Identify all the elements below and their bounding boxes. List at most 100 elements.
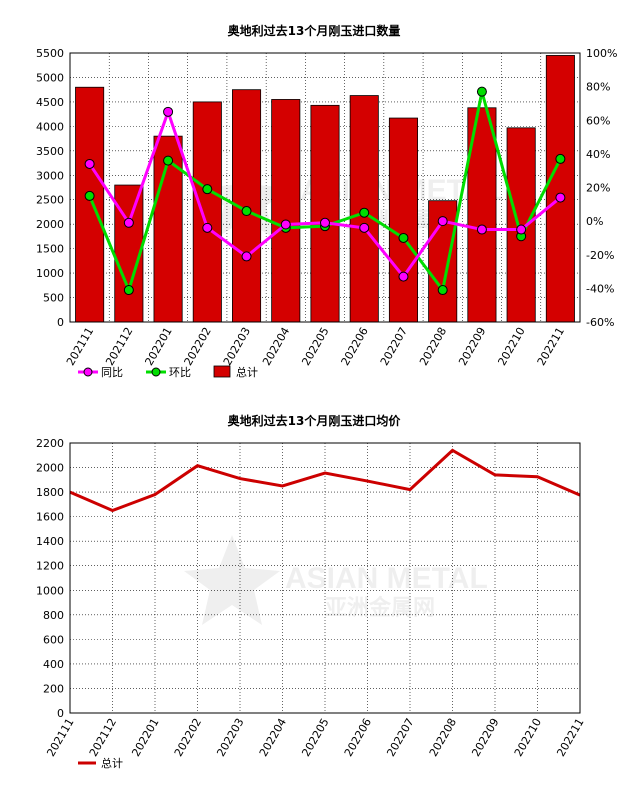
- legend-label: 同比: [101, 366, 123, 379]
- x-tick-label: 202206: [339, 325, 371, 368]
- x-tick-label: 202112: [87, 716, 119, 759]
- bar: [192, 101, 222, 323]
- y2-tick-label: 60%: [586, 114, 610, 127]
- series-line: [69, 448, 581, 513]
- y2-tick-label: -40%: [586, 282, 614, 295]
- watermark-logo: AM: [221, 576, 241, 591]
- y-tick-label: 200: [43, 682, 64, 695]
- x-tick-label: 202206: [342, 716, 374, 759]
- y-tick-label: 500: [43, 292, 64, 305]
- chart-title: 奥地利过去13个月刚玉进口均价: [228, 413, 402, 428]
- series-point: [202, 222, 213, 233]
- y-tick-label: 5000: [36, 71, 64, 84]
- series-point: [123, 285, 134, 296]
- plot-frame: [69, 442, 581, 714]
- series-point: [516, 224, 527, 235]
- bar: [545, 55, 575, 323]
- x-tick-label: 202205: [299, 716, 331, 759]
- series-point: [555, 192, 566, 203]
- series-point: [123, 217, 134, 228]
- watermark: AM ASIAN METAL 亚洲金属网: [184, 535, 488, 625]
- bar: [388, 117, 418, 323]
- y-tick-label: 2000: [36, 462, 64, 475]
- grid: [70, 442, 580, 714]
- legend-label: 总计: [101, 756, 123, 770]
- line-series: [69, 448, 581, 513]
- series-point: [163, 106, 174, 117]
- y-tick-label: 400: [43, 658, 64, 671]
- watermark-star-icon: [184, 535, 280, 625]
- watermark-brand: ASIAN METAL: [285, 562, 488, 595]
- series-point: [241, 206, 252, 217]
- y2-tick-label: 20%: [586, 182, 610, 195]
- axes: 0 200 400 600 800 1000 1200 1400 1600 1800 2000 220…: [36, 437, 587, 759]
- y-tick-label: 1000: [36, 267, 64, 280]
- y-tick-label: 4500: [36, 96, 64, 109]
- y-tick-label: 600: [43, 633, 64, 646]
- legend: 总计: [78, 756, 123, 770]
- quantity-chart: ASIAN METAL 亚洲金属网 奥地利过去13个月刚玉进口数量 050010…: [36, 23, 617, 379]
- series-point: [359, 222, 370, 233]
- series-point: [84, 190, 95, 201]
- series-point: [476, 86, 487, 97]
- x-tick-label: 202111: [64, 325, 96, 368]
- x-tick-label: 202207: [384, 716, 416, 759]
- y-tick-label: 2500: [36, 194, 64, 207]
- series-point: [163, 155, 174, 166]
- y-tick-label: 1800: [36, 486, 64, 499]
- legend-label: 总计: [236, 365, 258, 379]
- x-tick-label: 202201: [142, 325, 174, 368]
- y-tick-label: 4000: [36, 120, 64, 133]
- x-tick-label: 202208: [417, 325, 449, 368]
- x-tick-label: 202208: [427, 716, 459, 759]
- y-tick-label: 1500: [36, 243, 64, 256]
- series-point: [202, 184, 213, 195]
- series-point: [555, 153, 566, 164]
- x-tick-label: 202211: [554, 716, 586, 759]
- watermark-brand-cn: 亚洲金属网: [325, 595, 435, 620]
- series-point: [476, 224, 487, 235]
- bar: [271, 99, 301, 323]
- legend: 同比 环比 总计: [78, 365, 258, 379]
- x-tick-label: 202204: [257, 716, 289, 759]
- x-tick-label: 202203: [214, 716, 246, 759]
- series-point: [320, 217, 330, 228]
- y-tick-label: 1600: [36, 511, 64, 524]
- y-tick-label: 3000: [36, 169, 64, 182]
- x-tick-label: 202205: [299, 325, 331, 368]
- x-tick-label: 202112: [103, 325, 135, 368]
- y-tick-label: 0: [57, 316, 64, 329]
- legend-marker: [151, 367, 161, 377]
- x-tick-label: 202202: [172, 716, 204, 759]
- x-tick-label: 202203: [221, 325, 253, 368]
- y2-tick-label: -20%: [586, 249, 614, 262]
- series-point: [437, 216, 448, 227]
- y2-tick-label: 80%: [586, 81, 610, 94]
- series-point: [280, 219, 291, 230]
- y-tick-label: 2000: [36, 218, 64, 231]
- y-tick-label: 2200: [36, 437, 64, 450]
- x-tick-label: 202210: [512, 716, 544, 759]
- x-tick-label: 202202: [182, 325, 214, 368]
- x-tick-label: 202211: [535, 325, 567, 368]
- y2-tick-label: 100%: [586, 47, 617, 60]
- line-series: [84, 86, 566, 296]
- chart-title: 奥地利过去13个月刚玉进口数量: [228, 23, 401, 38]
- x-tick-label: 202201: [129, 716, 161, 759]
- y2-tick-label: 0%: [586, 215, 603, 228]
- series-point: [398, 271, 409, 282]
- series-point: [84, 158, 95, 169]
- y-tick-label: 1000: [36, 584, 64, 597]
- y-tick-label: 1200: [36, 560, 64, 573]
- series-point: [359, 207, 370, 218]
- price-chart: AM ASIAN METAL 亚洲金属网 奥地利过去13个月刚玉进口均价 020…: [36, 413, 587, 770]
- legend-marker: [83, 367, 93, 377]
- x-tick-label: 202209: [456, 325, 488, 368]
- legend-label: 环比: [169, 366, 191, 379]
- x-tick-label: 202111: [44, 716, 76, 759]
- y-tick-label: 800: [43, 609, 64, 622]
- y-tick-label: 5500: [36, 47, 64, 60]
- y2-tick-label: -60%: [586, 316, 614, 329]
- legend-swatch: [213, 365, 231, 378]
- x-tick-label: 202209: [469, 716, 501, 759]
